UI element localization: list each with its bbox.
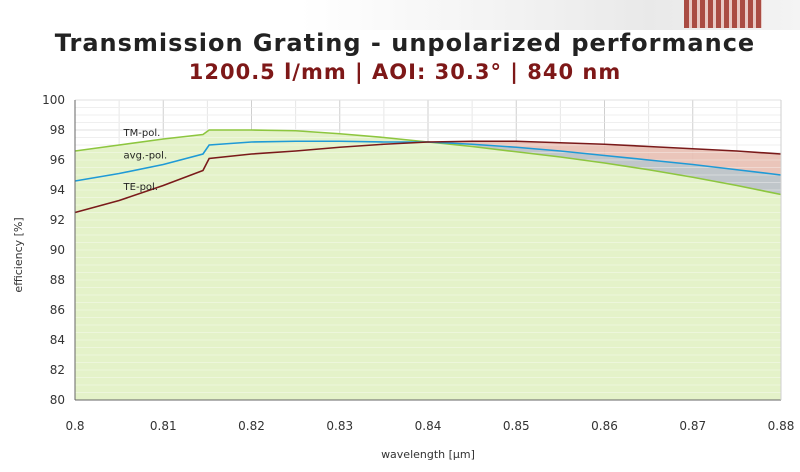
y-tick-label: 90 [50,243,65,257]
x-tick-label: 0.88 [768,419,795,433]
series-labels: TM-pol. avg.-pol. TE-pol. [123,128,168,193]
series-line-te-pol [74,140,782,214]
series-line-tm-pol [74,129,782,196]
y-tick-label: 88 [50,273,65,287]
x-tick-label: 0.85 [503,419,530,433]
y-tick-label: 86 [50,303,65,317]
x-tick-label: 0.86 [591,419,618,433]
x-tick-label: 0.8 [65,419,84,433]
y-axis-label: efficiency [%] [12,217,25,292]
tm-pol-area [75,130,781,400]
x-tick-label: 0.84 [415,419,442,433]
x-tick-label: 0.81 [150,419,177,433]
y-tick-label: 92 [50,213,65,227]
y-tick-label: 84 [50,333,65,347]
tick-labels: 80 82 84 86 88 90 92 94 96 98 100 0.8 0.81 0.82 0.83 0.… [42,93,794,433]
x-axis-label: wavelength [µm] [381,448,475,461]
y-tick-label: 96 [50,153,65,167]
series-label-avg-pol: avg.-pol. [124,151,168,162]
y-tick-label: 82 [50,363,65,377]
series-line-avg-pol [74,140,782,182]
y-tick-label: 94 [50,183,65,197]
y-tick-label: 98 [50,123,65,137]
axes [74,100,782,401]
y-tick-label: 100 [42,93,65,107]
header-stripe-decoration [684,0,762,28]
y-tick-label: 80 [50,393,65,407]
chart-subtitle: 1200.5 l/mm | AOI: 30.3° | 840 nm [188,60,622,84]
x-tick-label: 0.82 [238,419,265,433]
series-label-tm-pol: TM-pol. [123,128,161,139]
x-tick-label: 0.83 [326,419,353,433]
chart-title: Transmission Grating - unpolarized perfo… [54,29,756,57]
series-lines [74,129,782,214]
series-areas [75,99,781,401]
series-label-te-pol: TE-pol. [123,182,158,193]
x-tick-label: 0.87 [679,419,706,433]
